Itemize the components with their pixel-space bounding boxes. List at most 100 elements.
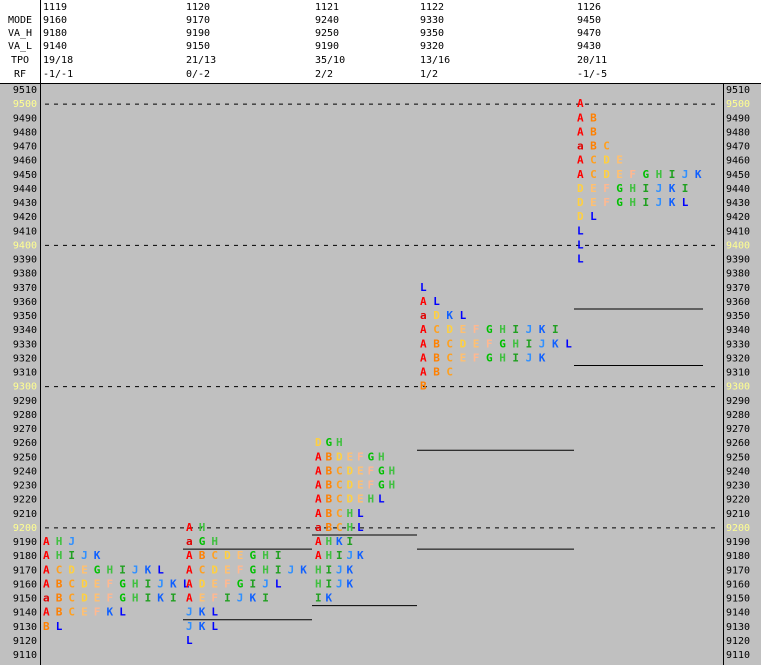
y-tick-label: 9280 bbox=[13, 410, 37, 421]
y-tick-label: 9410 bbox=[13, 226, 37, 237]
column-tpo: 13/16 bbox=[420, 55, 450, 66]
y-tick-label-right: 9230 bbox=[726, 481, 750, 492]
tpo-row: A bbox=[577, 97, 584, 110]
y-tick-label: 9490 bbox=[13, 113, 37, 124]
y-tick-label-right: 9310 bbox=[726, 368, 750, 379]
column-mode: 9450 bbox=[577, 15, 601, 26]
y-tick-label-right: 9120 bbox=[726, 636, 750, 647]
y-tick-label: 9380 bbox=[13, 269, 37, 280]
y-tick-label: 9130 bbox=[13, 622, 37, 633]
y-tick-label-right: 9400 bbox=[726, 240, 750, 251]
y-tick-label: 9240 bbox=[13, 466, 37, 477]
column-va-h: 9350 bbox=[420, 28, 444, 39]
y-tick-label-right: 9250 bbox=[726, 452, 750, 463]
y-tick-label-right: 9260 bbox=[726, 438, 750, 449]
y-tick-label: 9440 bbox=[13, 184, 37, 195]
y-tick-label: 9470 bbox=[13, 142, 37, 153]
tpo-row: L bbox=[577, 224, 584, 237]
column-va-h: 9190 bbox=[186, 28, 210, 39]
y-tick-label-right: 9500 bbox=[726, 99, 750, 110]
y-tick-label: 9210 bbox=[13, 509, 37, 520]
y-tick-label-right: 9270 bbox=[726, 424, 750, 435]
plot-bg bbox=[0, 84, 761, 665]
y-tick-label: 9500 bbox=[13, 99, 37, 110]
y-tick-label-right: 9450 bbox=[726, 170, 750, 181]
y-tick-label-right: 9140 bbox=[726, 608, 750, 619]
column-tpo: 20/11 bbox=[577, 55, 607, 66]
column-date: 1122 bbox=[420, 2, 444, 13]
row-label: TPO bbox=[11, 55, 29, 66]
y-tick-label: 9190 bbox=[13, 537, 37, 548]
column-tpo: 19/18 bbox=[43, 55, 73, 66]
row-label: RF bbox=[14, 69, 26, 80]
y-tick-label-right: 9300 bbox=[726, 382, 750, 393]
column-date: 1120 bbox=[186, 2, 210, 13]
column-va-l: 9320 bbox=[420, 41, 444, 52]
y-tick-label-right: 9130 bbox=[726, 622, 750, 633]
y-tick-label-right: 9390 bbox=[726, 255, 750, 266]
y-tick-label: 9510 bbox=[13, 85, 37, 96]
y-tick-label-right: 9350 bbox=[726, 311, 750, 322]
y-tick-label-right: 9440 bbox=[726, 184, 750, 195]
y-tick-label: 9420 bbox=[13, 212, 37, 223]
column-va-l: 9150 bbox=[186, 41, 210, 52]
y-tick-label-right: 9340 bbox=[726, 325, 750, 336]
column-mode: 9160 bbox=[43, 15, 67, 26]
tpo-row: L bbox=[577, 238, 584, 251]
y-tick-label: 9160 bbox=[13, 579, 37, 590]
y-tick-label: 9320 bbox=[13, 353, 37, 364]
y-tick-label: 9250 bbox=[13, 452, 37, 463]
y-tick-label-right: 9320 bbox=[726, 353, 750, 364]
row-label: MODE bbox=[8, 15, 32, 26]
y-tick-label-right: 9190 bbox=[726, 537, 750, 548]
column-va-h: 9470 bbox=[577, 28, 601, 39]
y-tick-label: 9300 bbox=[13, 382, 37, 393]
y-tick-label-right: 9410 bbox=[726, 226, 750, 237]
y-tick-label: 9150 bbox=[13, 594, 37, 605]
column-tpo: 21/13 bbox=[186, 55, 216, 66]
column-date: 1121 bbox=[315, 2, 339, 13]
y-tick-label-right: 9360 bbox=[726, 297, 750, 308]
y-tick-label-right: 9420 bbox=[726, 212, 750, 223]
column-rf: -1/-5 bbox=[577, 69, 607, 80]
tpo-row: B bbox=[420, 380, 427, 393]
y-tick-label: 9270 bbox=[13, 424, 37, 435]
column-mode: 9240 bbox=[315, 15, 339, 26]
column-mode: 9330 bbox=[420, 15, 444, 26]
y-tick-label-right: 9380 bbox=[726, 269, 750, 280]
y-tick-label-right: 9210 bbox=[726, 509, 750, 520]
y-tick-label: 9390 bbox=[13, 255, 37, 266]
column-va-h: 9180 bbox=[43, 28, 67, 39]
column-mode: 9170 bbox=[186, 15, 210, 26]
tpo-row: L bbox=[420, 281, 427, 294]
y-tick-label-right: 9110 bbox=[726, 650, 750, 661]
y-tick-label-right: 9150 bbox=[726, 594, 750, 605]
y-tick-label: 9480 bbox=[13, 127, 37, 138]
column-rf: 2/2 bbox=[315, 69, 333, 80]
column-va-h: 9250 bbox=[315, 28, 339, 39]
